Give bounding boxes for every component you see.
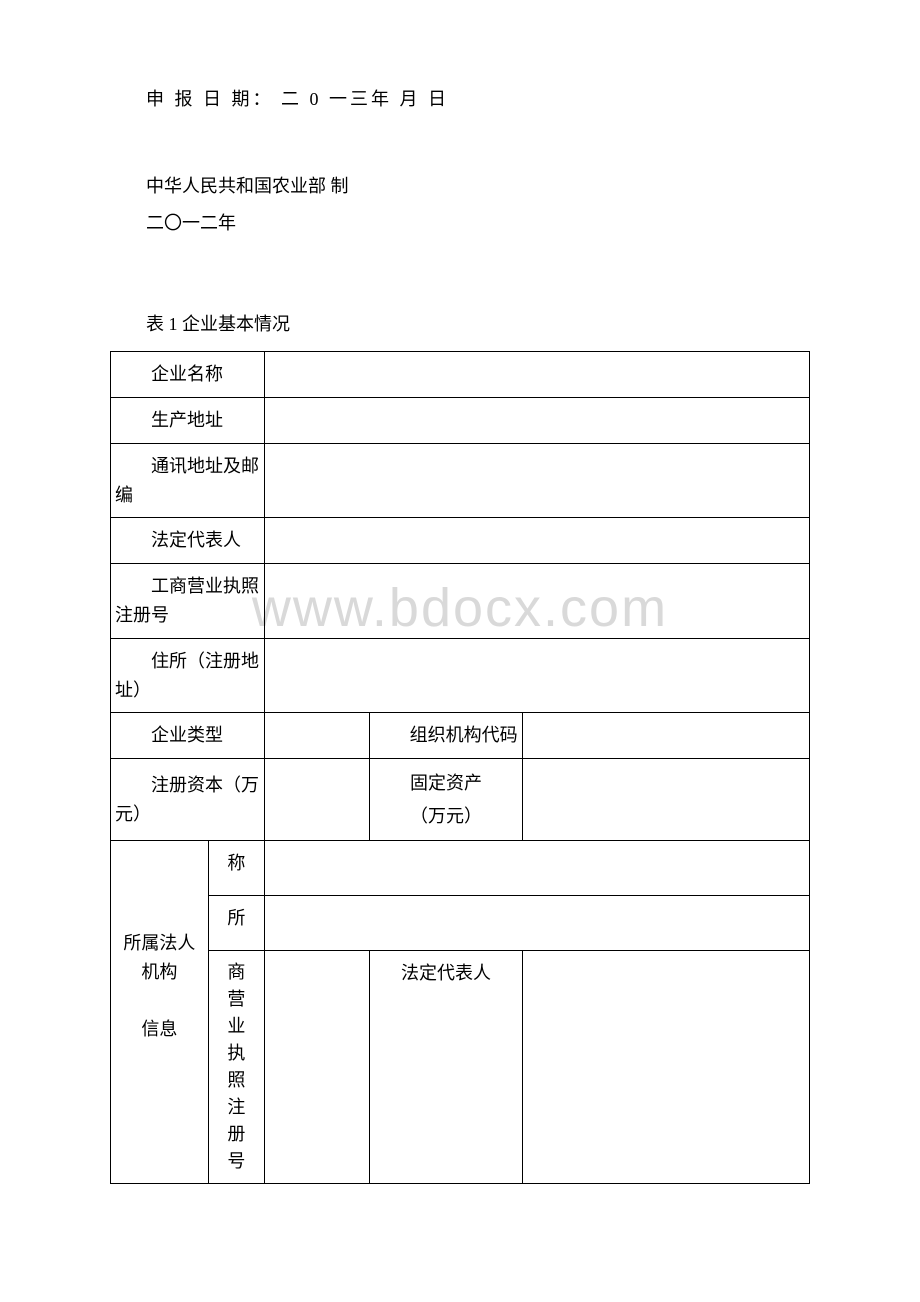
table-row: 注册资本（万元） 固定资产 （万元） xyxy=(111,759,810,841)
label-org-code: 组织机构代码 xyxy=(369,713,523,759)
table-row: 企业名称 xyxy=(111,352,810,398)
label-legal-rep: 法定代表人 xyxy=(111,518,265,564)
label-fixed-assets: 固定资产 （万元） xyxy=(369,759,523,841)
value-org-code xyxy=(523,713,810,759)
value-business-license xyxy=(264,564,809,639)
table-row: 法定代表人 xyxy=(111,518,810,564)
table-row: 住所（注册地址） xyxy=(111,638,810,713)
table-row: 所 xyxy=(111,895,810,950)
value-sub-address xyxy=(264,895,809,950)
value-sub-legal-rep xyxy=(523,950,810,1183)
value-fixed-assets xyxy=(523,759,810,841)
label-production-address: 生产地址 xyxy=(111,397,265,443)
label-company-name: 企业名称 xyxy=(111,352,265,398)
table-title: 表 1 企业基本情况 xyxy=(110,310,810,339)
table-row: 生产地址 xyxy=(111,397,810,443)
table-row: 所属法人机构 信息 称 xyxy=(111,840,810,895)
label-parent-org: 所属法人机构 信息 xyxy=(111,840,209,1183)
label-sub-address: 所 xyxy=(208,895,264,950)
value-company-name xyxy=(264,352,809,398)
issuer-text: 中华人民共和国农业部 制 xyxy=(110,172,810,201)
label-company-type: 企业类型 xyxy=(111,713,265,759)
label-sub-license: 商营业执照注册号 xyxy=(208,950,264,1183)
label-mailing-address: 通讯地址及邮编 xyxy=(111,443,265,518)
table-row: 通讯地址及邮编 xyxy=(111,443,810,518)
application-date: 申 报 日 期： 二 0 一三年 月 日 xyxy=(110,85,810,114)
label-sub-name: 称 xyxy=(208,840,264,895)
label-reg-capital: 注册资本（万元） xyxy=(111,759,265,841)
label-sub-legal-rep: 法定代表人 xyxy=(369,950,523,1183)
value-sub-license xyxy=(264,950,369,1183)
document-content: 申 报 日 期： 二 0 一三年 月 日 中华人民共和国农业部 制 二〇一二年 … xyxy=(0,0,920,1244)
value-mailing-address xyxy=(264,443,809,518)
value-production-address xyxy=(264,397,809,443)
table-row: 商营业执照注册号 法定代表人 xyxy=(111,950,810,1183)
value-company-type xyxy=(264,713,369,759)
value-sub-name xyxy=(264,840,809,895)
label-business-license: 工商营业执照注册号 xyxy=(111,564,265,639)
table-row: 工商营业执照注册号 xyxy=(111,564,810,639)
year-text: 二〇一二年 xyxy=(110,209,810,238)
value-residence xyxy=(264,638,809,713)
value-legal-rep xyxy=(264,518,809,564)
company-info-table: 企业名称 生产地址 通讯地址及邮编 法定代表人 工商营业执照注册号 住所（注册地… xyxy=(110,351,810,1184)
label-residence: 住所（注册地址） xyxy=(111,638,265,713)
value-reg-capital xyxy=(264,759,369,841)
table-row: 企业类型 组织机构代码 xyxy=(111,713,810,759)
